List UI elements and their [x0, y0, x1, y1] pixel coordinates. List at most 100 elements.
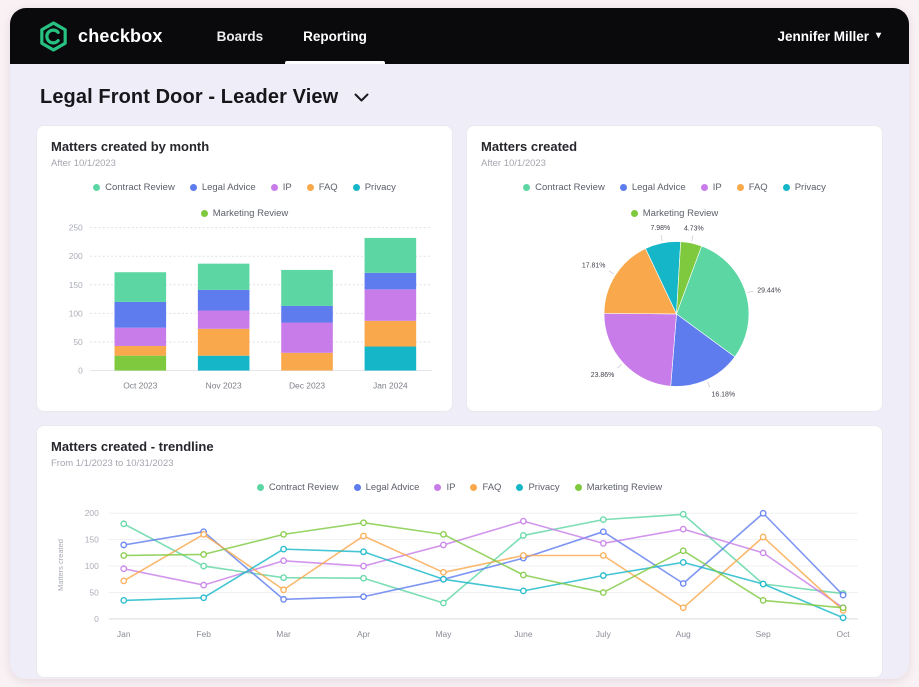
trend-line — [123, 548, 844, 619]
data-point — [120, 520, 128, 528]
data-point — [200, 581, 208, 589]
user-menu[interactable]: Jennifer Miller ▾ — [777, 29, 881, 44]
data-point — [519, 532, 527, 539]
data-point — [280, 574, 287, 582]
data-point — [200, 562, 208, 570]
data-point — [360, 548, 367, 556]
data-point — [440, 569, 447, 576]
pie-slice — [676, 245, 750, 358]
tab-boards[interactable]: Boards — [216, 28, 264, 44]
legend-dot — [189, 184, 197, 191]
legend-label: Marketing Review — [212, 208, 289, 219]
legend-item[interactable]: Contract Review — [523, 182, 605, 193]
data-point — [599, 552, 607, 559]
trend-line — [123, 513, 844, 604]
chart-legend: Contract Review Legal Advice IP FAQ Privacy M… — [51, 182, 438, 219]
data-point — [440, 599, 447, 607]
top-nav: checkbox Boards Reporting Jennifer Mille… — [10, 8, 909, 64]
card-subtitle: After 10/1/2023 — [481, 158, 546, 169]
legend-item[interactable]: Contract Review — [256, 482, 339, 493]
data-point — [200, 551, 208, 558]
svg-text:Oct: Oct — [837, 629, 851, 639]
legend-dot — [516, 484, 524, 491]
pie-label: 17.81% — [582, 263, 606, 270]
legend-item[interactable]: Marketing Review — [200, 208, 289, 219]
data-point — [200, 530, 208, 538]
brand: checkbox — [38, 20, 163, 52]
legend-item[interactable]: Privacy — [516, 482, 560, 493]
legend-dot — [630, 210, 638, 217]
data-point — [519, 517, 527, 525]
data-point — [519, 587, 527, 595]
legend-item[interactable]: FAQ — [470, 482, 501, 493]
nav-tabs: Boards Reporting — [197, 8, 387, 64]
data-point — [679, 525, 687, 533]
legend-item[interactable]: Contract Review — [93, 182, 175, 193]
data-point — [599, 528, 607, 536]
svg-text:July: July — [596, 629, 612, 639]
bar-segment — [197, 289, 250, 311]
pie-label: 16.18% — [712, 392, 736, 399]
data-point — [440, 541, 447, 549]
legend-label: Marketing Review — [642, 208, 719, 219]
data-point — [120, 596, 128, 604]
legend-dot — [523, 184, 531, 191]
pie-slice — [603, 313, 677, 387]
bar-segment — [364, 289, 417, 321]
legend-label: FAQ — [482, 482, 502, 493]
card-subtitle: After 10/1/2023 — [51, 158, 116, 169]
svg-text:May: May — [435, 629, 452, 639]
svg-text:Jan: Jan — [117, 629, 131, 639]
legend-item[interactable]: IP — [700, 182, 722, 193]
view-selector[interactable]: Legal Front Door - Leader View — [40, 86, 369, 109]
legend-item[interactable]: FAQ — [736, 182, 768, 193]
trend-line — [123, 533, 844, 611]
legend-label: Legal Advice — [365, 482, 420, 493]
data-point — [759, 596, 767, 604]
checkbox-logo-icon — [38, 20, 69, 52]
legend-item[interactable]: Legal Advice — [189, 182, 256, 193]
legend-item[interactable]: IP — [270, 182, 292, 193]
legend-label: Contract Review — [268, 482, 339, 493]
legend-item[interactable]: IP — [434, 482, 455, 493]
data-point — [440, 530, 447, 538]
bar-segment — [281, 269, 333, 306]
data-point — [599, 516, 607, 523]
svg-text:Mar: Mar — [276, 629, 291, 639]
legend-item[interactable]: Marketing Review — [630, 208, 719, 219]
user-name: Jennifer Miller — [777, 28, 869, 44]
legend-item[interactable]: Legal Advice — [619, 182, 686, 193]
data-point — [280, 557, 287, 565]
bar-segment — [114, 272, 167, 302]
legend-item[interactable]: Marketing Review — [574, 482, 662, 493]
tab-reporting[interactable]: Reporting — [283, 8, 387, 64]
legend-dot — [434, 484, 442, 491]
line-chart: 0 50 100 150 200 Matters created Jan Feb Mar Apr M… — [56, 508, 859, 639]
legend-item[interactable]: Privacy — [782, 182, 826, 193]
bar-segment — [114, 327, 167, 346]
legend-dot — [782, 184, 790, 191]
svg-text:Feb: Feb — [196, 629, 211, 639]
svg-text:June: June — [514, 629, 533, 639]
bar-segment — [197, 310, 250, 329]
legend-item[interactable]: Legal Advice — [353, 482, 420, 493]
bar-segment — [197, 355, 250, 371]
legend-dot — [93, 184, 101, 191]
legend-label: Contract Review — [105, 182, 175, 193]
data-point — [360, 519, 367, 527]
bar-segment — [114, 301, 167, 328]
svg-text:200: 200 — [69, 251, 83, 261]
top-cards-row: Matters created by month After 10/1/2023… — [36, 125, 883, 412]
svg-text:100: 100 — [85, 561, 99, 571]
legend-label: Legal Advice — [631, 182, 686, 193]
svg-text:150: 150 — [85, 535, 99, 545]
legend-item[interactable]: FAQ — [306, 182, 338, 193]
legend-item[interactable]: Privacy — [352, 182, 396, 193]
page-title: Legal Front Door - Leader View — [40, 86, 339, 108]
data-point — [679, 547, 687, 555]
pie-slice — [603, 248, 677, 315]
svg-text:250: 250 — [69, 223, 83, 233]
data-point — [519, 552, 527, 559]
data-point — [839, 614, 847, 622]
trend-line — [123, 512, 844, 601]
